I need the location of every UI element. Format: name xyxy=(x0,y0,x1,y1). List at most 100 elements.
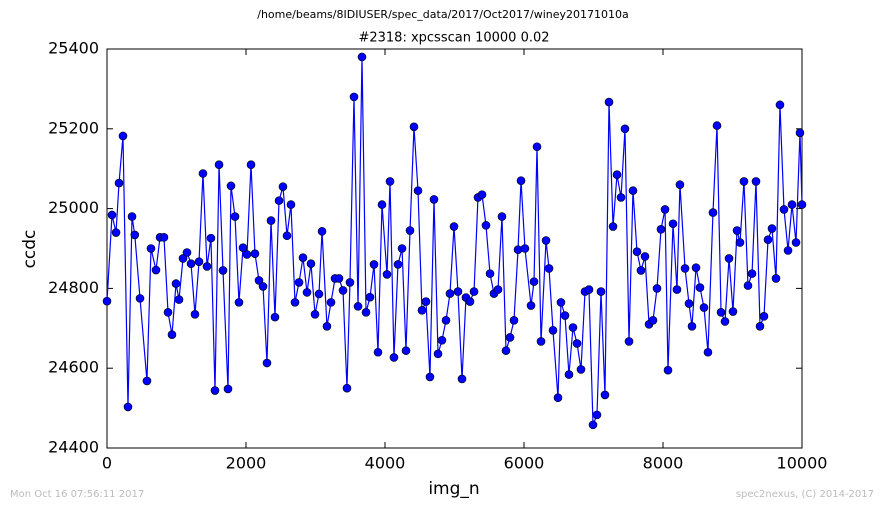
data-point xyxy=(779,205,789,214)
data-point xyxy=(437,335,447,345)
data-point xyxy=(656,225,666,234)
data-point xyxy=(588,420,598,430)
data-point xyxy=(238,243,248,253)
y-axis-label: ccdc xyxy=(20,230,40,269)
data-point xyxy=(310,310,320,319)
data-point xyxy=(529,277,539,286)
data-point xyxy=(151,265,161,275)
data-point xyxy=(572,339,582,348)
data-point xyxy=(465,297,475,306)
data-point xyxy=(317,227,327,236)
data-point xyxy=(302,288,312,297)
data-point xyxy=(178,254,188,263)
data-point xyxy=(509,316,519,325)
data-point xyxy=(389,353,399,362)
data-point xyxy=(632,247,642,256)
data-point xyxy=(453,287,463,296)
data-point xyxy=(787,200,797,209)
data-point xyxy=(167,330,177,339)
data-point xyxy=(382,270,392,279)
data-point xyxy=(226,181,236,191)
data-point xyxy=(608,222,618,231)
data-point xyxy=(720,317,730,326)
data-point xyxy=(182,248,192,257)
data-point xyxy=(326,298,336,307)
data-point xyxy=(409,122,419,132)
data-point xyxy=(246,160,256,170)
y-tick-label: 24600 xyxy=(48,358,99,377)
data-point xyxy=(485,269,495,278)
data-point xyxy=(648,316,658,325)
data-point xyxy=(767,224,777,233)
data-point xyxy=(624,337,634,346)
data-point xyxy=(695,283,705,292)
data-point xyxy=(532,142,542,152)
data-point xyxy=(516,176,526,185)
data-point xyxy=(795,128,805,138)
data-point xyxy=(397,244,407,253)
data-point xyxy=(130,230,140,240)
data-point xyxy=(118,131,128,141)
chart-subtitle: #2318: xpcsscan 10000 0.02 xyxy=(358,31,549,46)
data-point xyxy=(663,365,673,375)
data-point xyxy=(596,287,606,296)
data-point xyxy=(541,236,551,245)
x-tick-label: 8000 xyxy=(643,454,684,473)
data-point xyxy=(373,347,383,357)
data-point xyxy=(457,374,467,384)
data-point xyxy=(258,282,268,291)
data-point xyxy=(127,212,137,221)
data-point xyxy=(111,228,121,237)
data-point xyxy=(135,294,145,303)
data-point xyxy=(286,200,296,209)
data-point xyxy=(413,186,423,195)
data-point xyxy=(206,233,216,243)
data-point xyxy=(684,299,694,308)
data-point xyxy=(687,322,697,331)
data-point xyxy=(584,285,594,294)
data-point xyxy=(417,306,427,315)
y-tick-label: 24800 xyxy=(48,278,99,297)
data-point xyxy=(568,323,578,332)
data-point xyxy=(640,252,650,261)
data-point xyxy=(735,238,745,247)
data-point xyxy=(497,212,507,221)
x-tick-label: 10000 xyxy=(777,454,828,473)
data-point xyxy=(743,281,753,290)
data-point xyxy=(274,196,284,205)
data-point xyxy=(421,297,431,306)
data-point xyxy=(716,308,726,317)
data-point xyxy=(405,226,415,235)
data-point xyxy=(338,286,348,295)
data-point xyxy=(592,410,602,420)
data-point xyxy=(230,212,240,221)
data-point xyxy=(142,376,152,386)
data-point xyxy=(190,310,200,319)
data-point xyxy=(202,262,212,271)
timestamp: Mon Oct 16 07:56:11 2017 xyxy=(10,489,144,500)
data-point xyxy=(254,276,264,285)
data-point xyxy=(223,384,233,394)
data-point xyxy=(553,393,563,403)
y-tick-label: 25000 xyxy=(48,198,99,217)
credit: spec2nexus, (C) 2014-2017 xyxy=(736,489,874,500)
data-point xyxy=(755,322,765,331)
x-axis-label: img_n xyxy=(428,479,479,499)
data-point xyxy=(797,200,807,209)
data-point xyxy=(616,193,626,202)
chart-title: /home/beams/8IDIUSER/spec_data/2017/Oct2… xyxy=(257,8,629,21)
data-point xyxy=(728,307,738,316)
data-point xyxy=(763,235,773,245)
data-point xyxy=(620,124,630,134)
data-point xyxy=(234,298,244,307)
data-point xyxy=(576,365,586,374)
data-point xyxy=(449,222,459,231)
data-point xyxy=(493,285,503,294)
data-point xyxy=(353,302,363,311)
data-point xyxy=(429,195,439,204)
data-point xyxy=(604,97,614,107)
data-point xyxy=(425,372,435,382)
data-point xyxy=(652,284,662,293)
data-point xyxy=(314,289,324,299)
